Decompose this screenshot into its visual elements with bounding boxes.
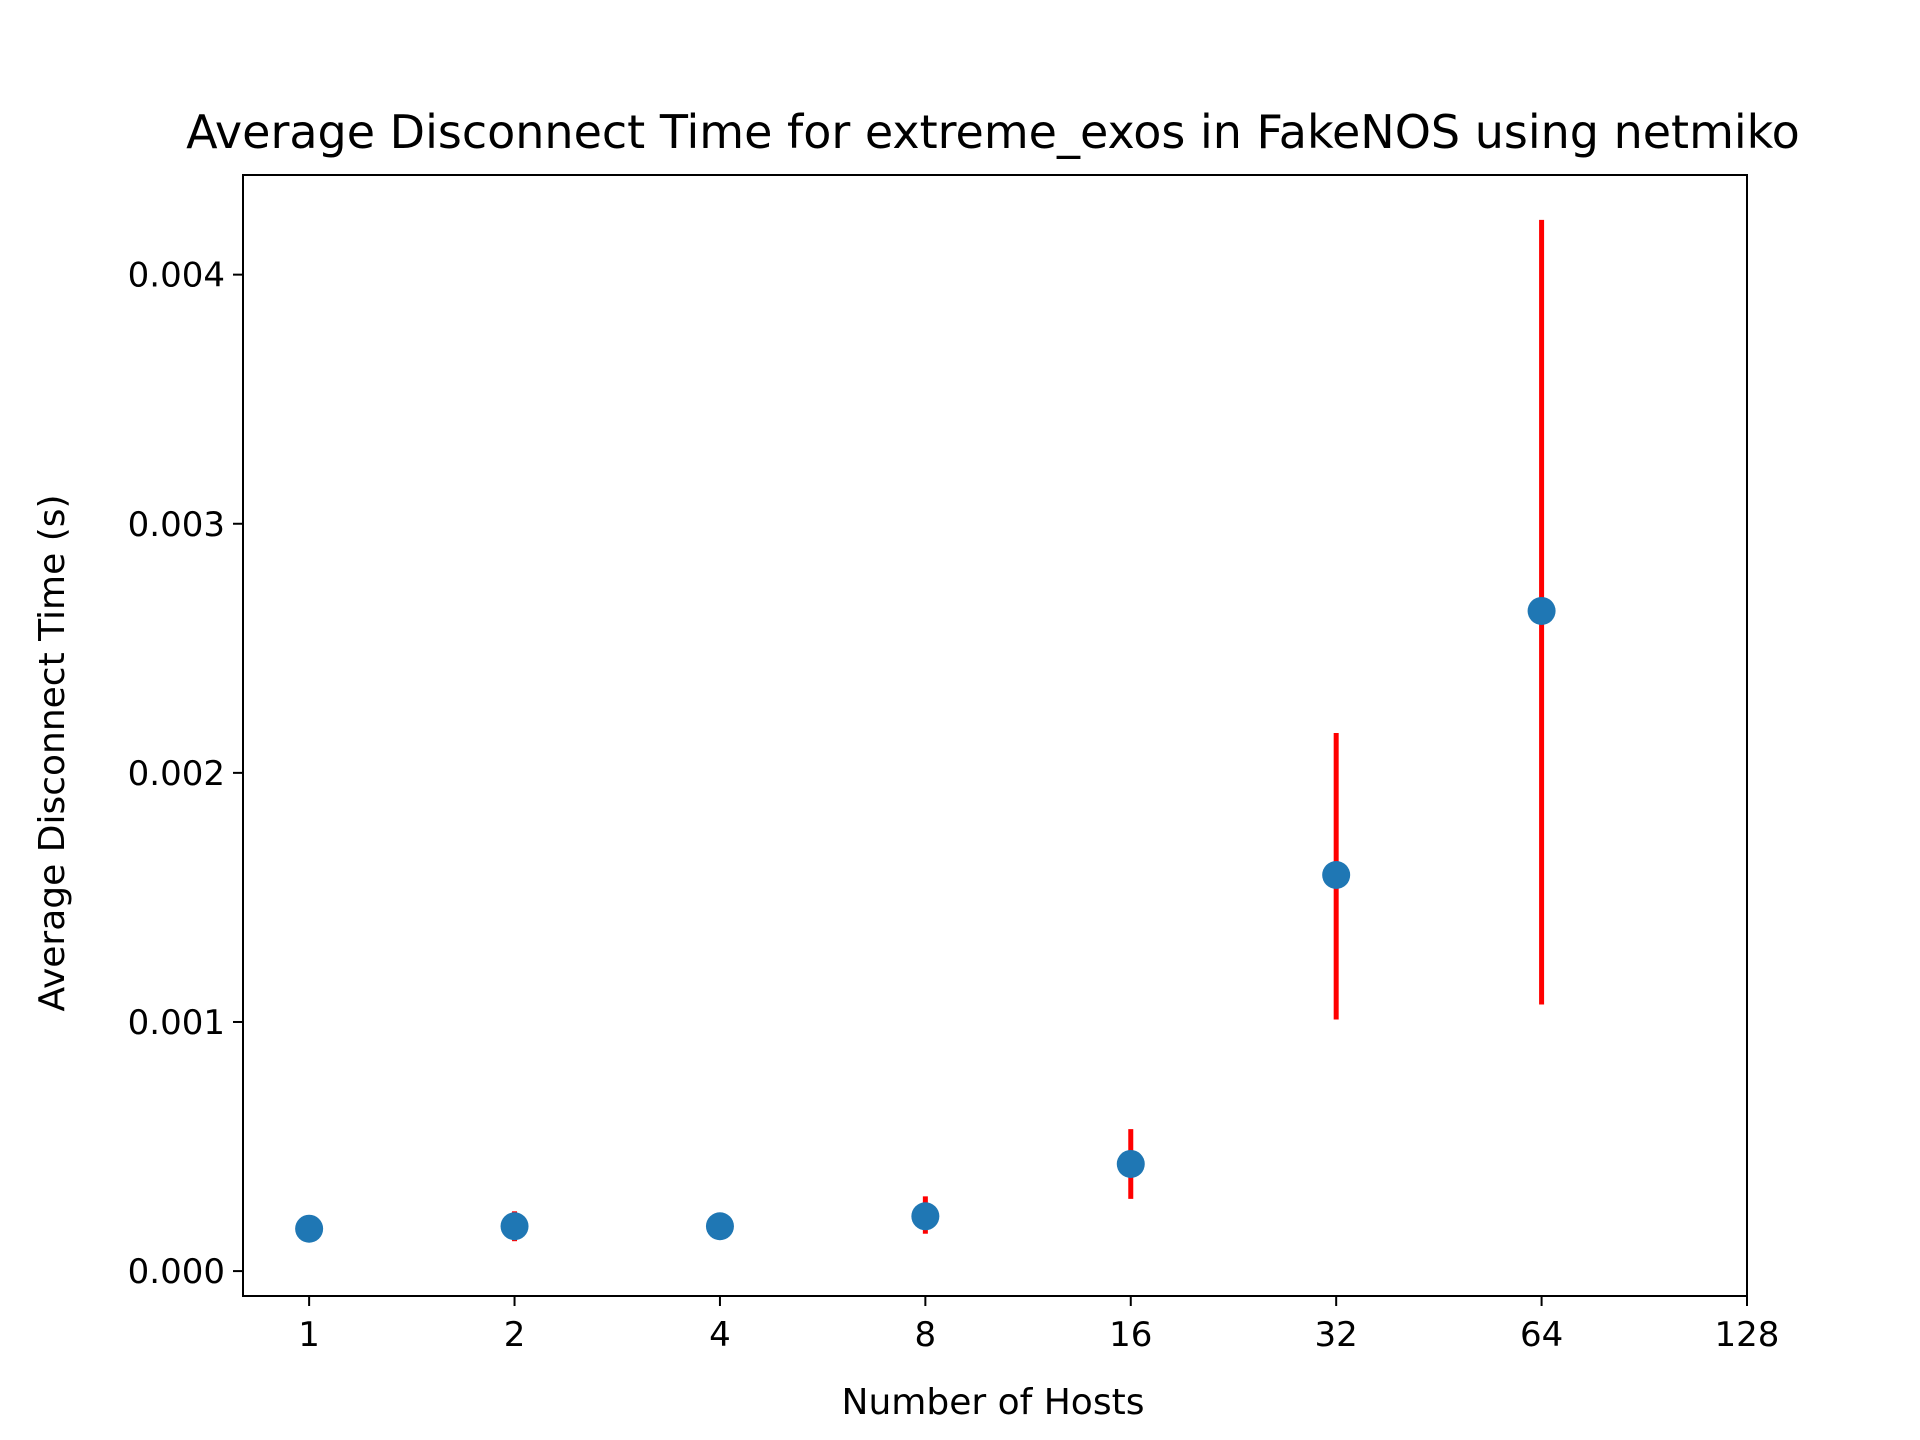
chart-title: Average Disconnect Time for extreme_exos… <box>186 105 1800 159</box>
data-point <box>500 1212 529 1241</box>
y-tick-label: 0.004 <box>128 256 225 296</box>
data-point <box>295 1214 324 1243</box>
data-point <box>1116 1149 1145 1178</box>
plot-area: 1 2 4 8 16 32 64 128 0.000 0.001 0.002 0.003 0.004 <box>128 174 1780 1355</box>
y-tick-label: 0.003 <box>128 505 225 545</box>
x-tick-label: 64 <box>1520 1315 1563 1355</box>
x-tick-label: 4 <box>709 1315 731 1355</box>
y-axis-title: Average Disconnect Time (s) <box>32 494 73 1011</box>
x-tick-label: 32 <box>1315 1315 1358 1355</box>
y-tick-label: 0.001 <box>128 1003 225 1043</box>
data-point <box>705 1212 734 1241</box>
data-point <box>1322 861 1351 890</box>
y-tick-label: 0.002 <box>128 754 225 794</box>
y-tick-label: 0.000 <box>128 1252 225 1292</box>
x-tick-label: 1 <box>298 1315 320 1355</box>
x-tick-label: 16 <box>1109 1315 1152 1355</box>
axes-frame <box>242 174 1748 1297</box>
x-tick-label: 2 <box>504 1315 526 1355</box>
x-axis-title: Number of Hosts <box>842 1382 1145 1423</box>
x-tick-label: 128 <box>1715 1315 1780 1355</box>
data-point <box>911 1202 940 1231</box>
data-point <box>1527 596 1556 625</box>
x-tick-label: 8 <box>915 1315 937 1355</box>
